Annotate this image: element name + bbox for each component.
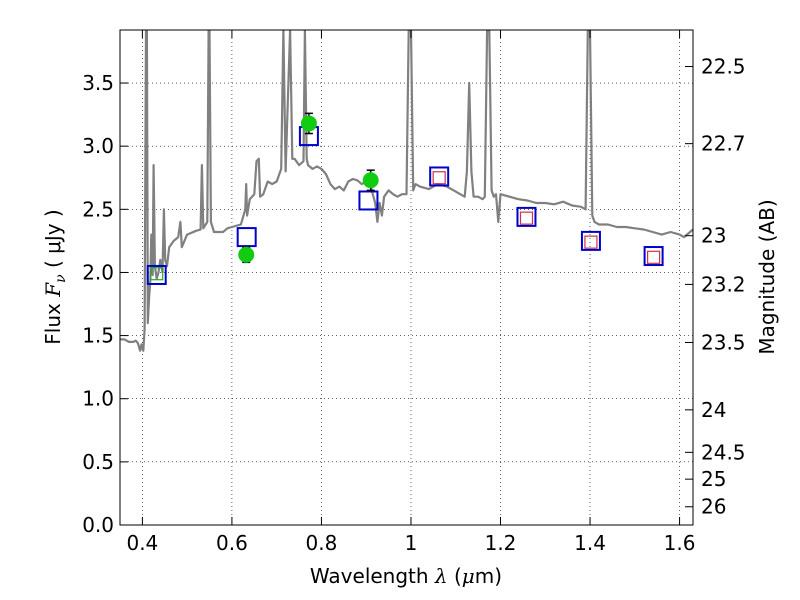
model-photometry-square <box>236 227 257 248</box>
x-tick-label: 1 <box>405 531 418 555</box>
y-tick-label: 3.0 <box>82 134 114 158</box>
y-tick-label: 2.0 <box>82 260 114 284</box>
inner-photometry-square <box>519 211 534 225</box>
model-photometry-square <box>429 166 450 187</box>
y2-tick-label: 25 <box>701 467 726 491</box>
y-tick-label: 0.0 <box>82 513 114 537</box>
y-tick-label: 1.5 <box>82 324 114 348</box>
x-tick-label: 1.4 <box>574 531 606 555</box>
y2-tick-label: 24.5 <box>701 440 746 464</box>
model-photometry-square <box>146 264 167 285</box>
inner-photometry-square <box>584 235 598 249</box>
y2-tick-label: 23.2 <box>701 272 746 296</box>
inner-photometry-square <box>150 267 164 281</box>
plot-frame <box>119 29 694 526</box>
x-tick-label: 0.4 <box>126 531 158 555</box>
y-tick-label: 2.5 <box>82 197 114 221</box>
model-photometry-square <box>580 230 601 251</box>
model-spectrum-line <box>120 30 693 352</box>
y2-tick-label: 22.7 <box>701 132 746 156</box>
inner-photometry-square <box>647 250 661 264</box>
y2-tick-label: 22.5 <box>701 55 746 79</box>
observed-photometry-point <box>300 115 317 132</box>
y2-axis-label: Magnitude (AB) <box>755 199 779 354</box>
x-tick-label: 1.2 <box>485 531 517 555</box>
y-tick-label: 3.5 <box>82 71 114 95</box>
y2-tick-label: 23 <box>701 224 726 248</box>
model-photometry-square <box>643 246 664 267</box>
observed-photometry-point <box>238 246 255 263</box>
y2-tick-label: 24 <box>701 398 726 422</box>
y-tick-label: 0.5 <box>82 450 114 474</box>
x-axis-label: Wavelength λ (μm) <box>310 564 502 588</box>
x-tick-label: 0.8 <box>306 531 338 555</box>
observed-photometry-point <box>362 172 379 189</box>
model-photometry-square <box>358 190 379 211</box>
inner-photometry-square <box>432 171 446 185</box>
x-tick-label: 1.6 <box>664 531 696 555</box>
y-tick-label: 1.0 <box>82 387 114 411</box>
y-axis-label: Flux Fν ( μJy ) <box>41 209 69 344</box>
grid <box>120 30 693 526</box>
axis-ticks: 0.4 0.6 0.8 1 1.2 1.4 1.6 0.0 0.5 1.0 1.5 2.0 2.5 3.0… <box>82 30 746 555</box>
y2-tick-label: 23.5 <box>701 330 746 354</box>
plot-area <box>120 30 693 352</box>
model-photometry-square <box>516 206 537 227</box>
x-tick-label: 0.6 <box>216 531 248 555</box>
y2-tick-label: 26 <box>701 495 726 519</box>
